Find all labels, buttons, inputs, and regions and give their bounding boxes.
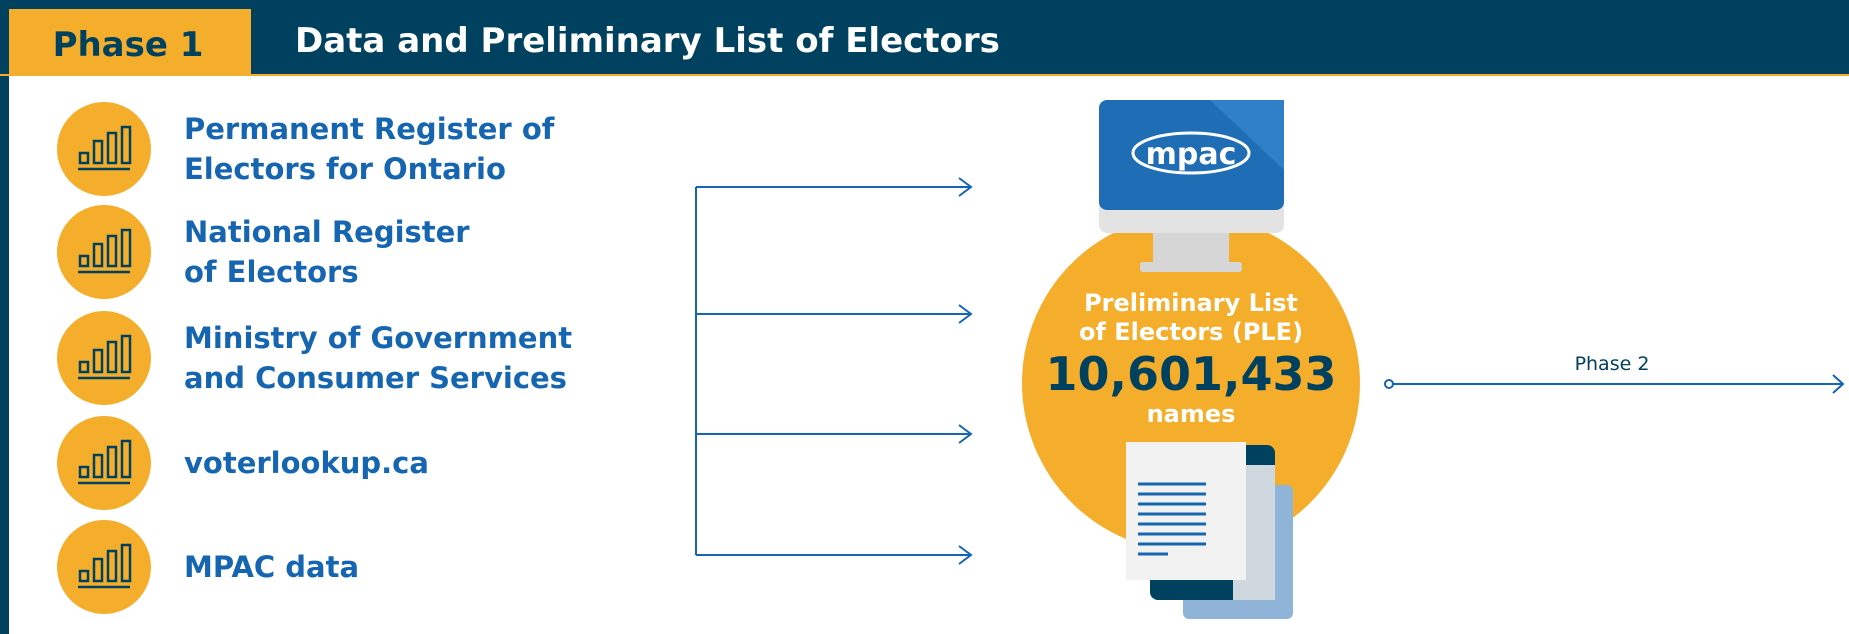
icon-circle [57, 205, 151, 299]
icon-bar [106, 445, 118, 479]
monitor [1099, 100, 1284, 272]
header-title: Data and Preliminary List of Electors [295, 21, 1000, 61]
source-icon [57, 205, 151, 299]
icon-bar [106, 234, 118, 268]
icon-circle [57, 311, 151, 405]
source-icon [57, 520, 151, 614]
source-label: National Register [184, 215, 470, 249]
ple-count: 10,601,433 [1045, 347, 1336, 401]
ple-label: of Electors (PLE) [1079, 318, 1303, 346]
source-list: Permanent Register of Electors for Ontari… [57, 102, 572, 614]
icon-bar [92, 348, 104, 374]
documents [1126, 442, 1293, 619]
source-label: voterlookup.ca [184, 446, 429, 480]
source-label: Ministry of Government [184, 321, 572, 355]
source-icon [57, 416, 151, 510]
ple-circle [1022, 214, 1360, 552]
ple-unit: names [1147, 400, 1236, 428]
connectors [695, 177, 973, 565]
next-label: Phase 2 [1575, 353, 1650, 375]
source-label: and Consumer Services [184, 361, 567, 395]
header-bar [0, 0, 1849, 74]
source-label: MPAC data [184, 550, 359, 584]
icon-circle [57, 520, 151, 614]
header-rule [0, 74, 1849, 76]
icon-bar [78, 465, 90, 479]
source-label: Permanent Register of [184, 112, 555, 146]
icon-circle [57, 102, 151, 196]
icon-bar [92, 242, 104, 268]
icon-circle [57, 416, 151, 510]
icon-bar [78, 569, 90, 583]
phase-box [9, 9, 251, 76]
icon-bar [78, 151, 90, 165]
source-label: Electors for Ontario [184, 152, 506, 186]
icon-bar [92, 557, 104, 583]
icon-bar [106, 131, 118, 165]
logo: mpac [1146, 137, 1237, 172]
source-icon [57, 311, 151, 405]
icon-bar [120, 439, 132, 479]
icon-bar [120, 334, 132, 374]
left-border [0, 0, 9, 634]
icon-bar [92, 453, 104, 479]
icon-bar [106, 340, 118, 374]
ple-label: Preliminary List [1084, 289, 1298, 317]
phase-label: Phase 1 [53, 25, 204, 65]
icon-bar [78, 254, 90, 268]
icon-bar [106, 549, 118, 583]
source-label: of Electors [184, 255, 359, 289]
icon-bar [78, 360, 90, 374]
icon-bar [120, 125, 132, 165]
icon-bar [92, 139, 104, 165]
icon-bar [120, 543, 132, 583]
next-arrow [1384, 374, 1845, 394]
source-icon [57, 102, 151, 196]
icon-bar [120, 228, 132, 268]
